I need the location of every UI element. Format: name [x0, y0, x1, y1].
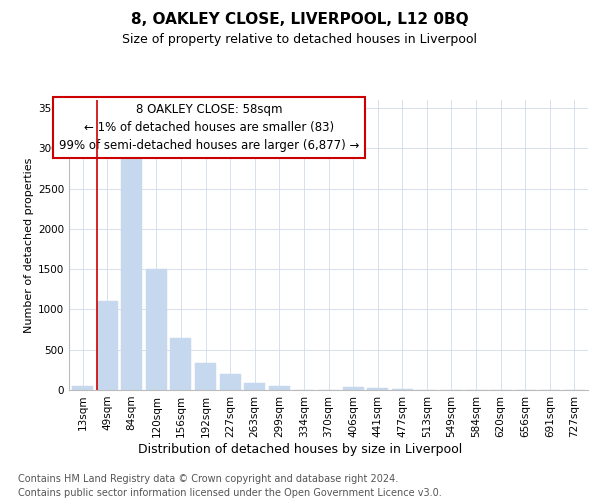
- Bar: [269, 386, 290, 390]
- Text: 8 OAKLEY CLOSE: 58sqm
← 1% of detached houses are smaller (83)
99% of semi-detac: 8 OAKLEY CLOSE: 58sqm ← 1% of detached h…: [59, 103, 359, 152]
- Y-axis label: Number of detached properties: Number of detached properties: [24, 158, 34, 332]
- Bar: [97, 302, 118, 390]
- Bar: [146, 269, 167, 390]
- Bar: [244, 383, 265, 390]
- Bar: [170, 338, 191, 390]
- Bar: [121, 152, 142, 390]
- Bar: [343, 387, 364, 390]
- Text: 8, OAKLEY CLOSE, LIVERPOOL, L12 0BQ: 8, OAKLEY CLOSE, LIVERPOOL, L12 0BQ: [131, 12, 469, 28]
- Text: Contains HM Land Registry data © Crown copyright and database right 2024.
Contai: Contains HM Land Registry data © Crown c…: [18, 474, 442, 498]
- Bar: [392, 389, 413, 390]
- Bar: [367, 388, 388, 390]
- Text: Distribution of detached houses by size in Liverpool: Distribution of detached houses by size …: [138, 442, 462, 456]
- Bar: [195, 364, 216, 390]
- Bar: [220, 374, 241, 390]
- Bar: [72, 386, 93, 390]
- Text: Size of property relative to detached houses in Liverpool: Size of property relative to detached ho…: [122, 32, 478, 46]
